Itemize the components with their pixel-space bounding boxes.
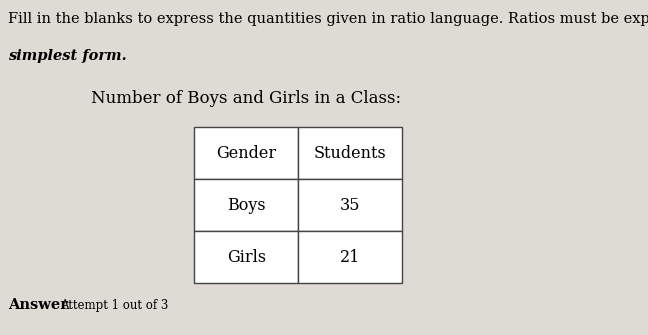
Bar [298,127,402,179]
Text: Answer: Answer [8,297,68,312]
Text: Boys: Boys [227,197,266,214]
Text: Students: Students [314,145,386,162]
Text: Gender: Gender [216,145,276,162]
Bar [194,127,298,179]
Text: Number of Boys and Girls in a Class:: Number of Boys and Girls in a Class: [91,90,401,108]
Text: Girls: Girls [227,249,266,266]
Text: simplest form.: simplest form. [8,49,126,63]
Bar [194,179,298,231]
Bar [194,231,298,283]
Text: 35: 35 [340,197,360,214]
Bar [298,231,402,283]
Text: 21: 21 [340,249,360,266]
Bar [298,179,402,231]
Text: Attempt 1 out of 3: Attempt 1 out of 3 [60,298,168,312]
Text: Fill in the blanks to express the quantities given in ratio language. Ratios mus: Fill in the blanks to express the quanti… [8,12,648,26]
